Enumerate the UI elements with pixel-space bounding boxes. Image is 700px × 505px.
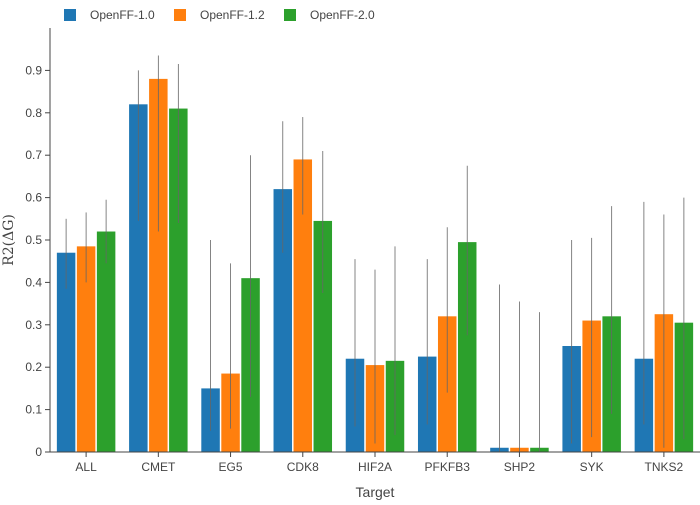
x-tick-label: PFKFB3: [425, 460, 471, 474]
bar: [149, 78, 168, 452]
y-tick-label: 0.3: [25, 318, 42, 332]
legend-label: OpenFF-1.0: [90, 8, 155, 22]
x-tick-label: EG5: [219, 460, 243, 474]
x-axis-title: Target: [356, 484, 395, 500]
bar: [169, 108, 188, 452]
legend-swatch: [64, 9, 76, 21]
x-axis: ALL CMET EG5 CDK8 HIF2A PFKFB3 SHP2 SYK TNKS2: [50, 451, 700, 474]
y-tick-label: 0.1: [25, 403, 42, 417]
y-axis: 0 0.1 0.2 0.3 0.4 0.5 0.6 0.7 0.8 0.9: [25, 28, 51, 459]
y-tick-label: 0.2: [25, 360, 42, 374]
bar: [129, 104, 148, 452]
bar: [293, 159, 313, 452]
bar: [313, 220, 333, 452]
y-tick-label: 0.8: [25, 106, 42, 120]
bar: [273, 189, 293, 452]
bar: [457, 242, 477, 452]
y-tick-label: 0.5: [25, 233, 42, 247]
x-tick-label: TNKS2: [645, 460, 684, 474]
legend-label: OpenFF-2.0: [310, 8, 375, 22]
y-tick-label: 0.6: [25, 191, 42, 205]
x-tick-label: CMET: [141, 460, 176, 474]
x-tick-label: HIF2A: [358, 460, 392, 474]
plot-area: [56, 55, 694, 452]
legend-swatch: [174, 9, 186, 21]
bar: [76, 246, 96, 452]
y-tick-label: 0.9: [25, 63, 42, 77]
x-tick-label: SHP2: [504, 460, 536, 474]
bar: [56, 252, 76, 452]
legend: OpenFF-1.0 OpenFF-1.2 OpenFF-2.0: [64, 8, 375, 22]
legend-label: OpenFF-1.2: [200, 8, 265, 22]
x-tick-label: SYK: [580, 460, 604, 474]
y-tick-label: 0.7: [25, 148, 42, 162]
y-tick-label: 0: [35, 445, 42, 459]
x-tick-label: CDK8: [287, 460, 319, 474]
legend-swatch: [284, 9, 296, 21]
y-tick-label: 0.4: [25, 275, 42, 289]
bar: [96, 231, 116, 452]
x-tick-label: ALL: [75, 460, 97, 474]
y-axis-title: R2(ΔG): [1, 214, 17, 266]
